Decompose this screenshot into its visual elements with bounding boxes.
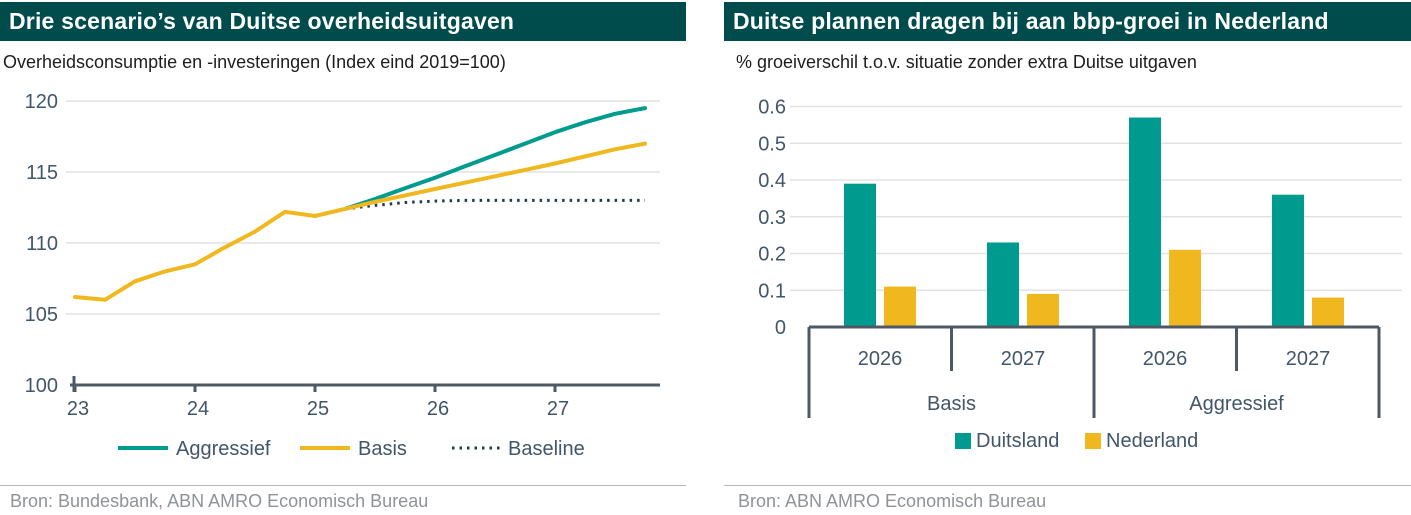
y-tick-label: 0.1 — [758, 280, 786, 302]
left-source-note: Bron: Bundesbank, ABN AMRO Economisch Bu… — [10, 491, 429, 511]
category-label: 2026 — [858, 348, 903, 370]
legend-swatch-nederland — [1085, 433, 1101, 449]
line-baseline — [344, 198, 645, 211]
group-label-aggressief: Aggressief — [1189, 393, 1284, 415]
bar-nederland-aggressief-2026 — [1169, 249, 1201, 327]
right-source-note: Bron: ABN AMRO Economisch Bureau — [738, 491, 1047, 511]
panel-left-line-chart: Drie scenario’s van Duitse overheidsuitg… — [0, 0, 686, 515]
bar-chart-svg: 0 0.1 0.2 0.3 0.4 0.5 0.6 2026 2027 2026 2027 Basis… — [758, 97, 1402, 452]
left-chart-title-bar: Drie scenario’s van Duitse overheidsuitg… — [0, 2, 686, 41]
category-label: 2027 — [1001, 348, 1046, 370]
x-tick-label: 26 — [427, 398, 449, 420]
left-chart-subtitle: Overheidsconsumptie en -investeringen (I… — [3, 52, 506, 72]
legend-swatch-duitsland — [955, 433, 971, 449]
x-tick-label: 27 — [547, 398, 569, 420]
bar-duitsland-aggressief-2027 — [1272, 194, 1304, 327]
y-tick-label: 100 — [25, 375, 58, 397]
right-chart-title: Duitse plannen dragen bij aan bbp-groei … — [733, 8, 1329, 34]
right-chart-title-bar: Duitse plannen dragen bij aan bbp-groei … — [724, 2, 1411, 41]
bar-nederland-basis-2026 — [884, 286, 916, 327]
line-chart-svg: 100 105 110 115 120 23 24 25 26 27 Aggressief Basis… — [25, 91, 660, 460]
y-tick-label: 0.3 — [758, 207, 786, 229]
line-aggressief — [343, 106, 647, 211]
legend-label-duitsland: Duitsland — [976, 430, 1059, 452]
line-basis — [73, 141, 647, 302]
bar-nederland-basis-2027 — [1027, 293, 1059, 327]
y-tick-label: 0.4 — [758, 170, 786, 192]
bar-duitsland-basis-2026 — [844, 183, 876, 327]
group-label-basis: Basis — [927, 393, 976, 415]
y-tick-label: 0.2 — [758, 244, 786, 266]
y-tick-label: 110 — [26, 233, 58, 255]
y-tick-label: 0 — [775, 317, 786, 339]
legend-label-baseline: Baseline — [508, 438, 585, 460]
bar-duitsland-basis-2027 — [987, 242, 1019, 327]
left-chart-title: Drie scenario’s van Duitse overheidsuitg… — [9, 8, 515, 34]
x-tick-label: 25 — [307, 398, 329, 420]
right-chart-subtitle: % groeiverschil t.o.v. situatie zonder e… — [736, 52, 1197, 72]
x-tick-label: 24 — [187, 398, 209, 420]
y-tick-label: 105 — [25, 304, 58, 326]
bar-nederland-aggressief-2027 — [1312, 297, 1344, 327]
legend-label-nederland: Nederland — [1106, 430, 1198, 452]
category-label: 2027 — [1286, 348, 1331, 370]
bar-duitsland-aggressief-2026 — [1129, 117, 1161, 328]
legend-label-aggressief: Aggressief — [176, 438, 271, 460]
x-tick-label: 23 — [67, 398, 89, 420]
legend-label-basis: Basis — [358, 438, 407, 460]
panel-right-bar-chart: Duitse plannen dragen bij aan bbp-groei … — [724, 0, 1411, 515]
y-tick-label: 115 — [26, 162, 58, 184]
category-label: 2026 — [1143, 348, 1188, 370]
y-tick-label: 0.6 — [758, 97, 786, 119]
y-tick-label: 0.5 — [758, 133, 786, 155]
y-tick-label: 120 — [25, 91, 58, 113]
right-footer-divider — [724, 485, 1411, 486]
left-footer-divider — [0, 485, 686, 486]
